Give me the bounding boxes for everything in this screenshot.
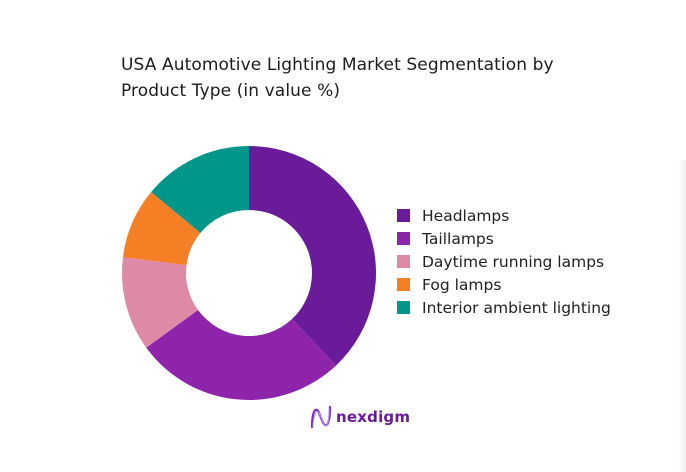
donut-slice-fog-lamps (123, 192, 201, 266)
legend-label: Fog lamps (422, 275, 502, 294)
legend-swatch (397, 209, 410, 222)
legend-item-fog-lamps: Fog lamps (397, 273, 611, 296)
logo-text: nexdigm (336, 408, 411, 426)
legend-label: Interior ambient lighting (422, 298, 611, 317)
legend-label: Headlamps (422, 206, 510, 225)
donut-slice-headlamps (249, 146, 376, 366)
legend-item-headlamps: Headlamps (397, 204, 611, 227)
chart-legend: Headlamps Taillamps Daytime running lamp… (397, 204, 611, 319)
donut-slice-daytime-running-lamps (122, 257, 199, 348)
wave-n-icon (310, 405, 332, 429)
page-edge-shadow (678, 160, 686, 472)
chart-title: USA Automotive Lighting Market Segmentat… (121, 55, 554, 101)
legend-label: Taillamps (422, 229, 494, 248)
legend-item-taillamps: Taillamps (397, 227, 611, 250)
legend-item-interior-ambient-lighting: Interior ambient lighting (397, 296, 611, 319)
legend-swatch (397, 232, 410, 245)
legend-label: Daytime running lamps (422, 252, 605, 271)
legend-swatch (397, 255, 410, 268)
nexdigm-logo: nexdigm (310, 405, 410, 429)
donut-slice-taillamps (146, 310, 336, 400)
legend-swatch (397, 278, 410, 291)
donut-slice-interior-ambient-lighting (151, 146, 249, 233)
legend-swatch (397, 301, 410, 314)
legend-item-daytime-running-lamps: Daytime running lamps (397, 250, 611, 273)
